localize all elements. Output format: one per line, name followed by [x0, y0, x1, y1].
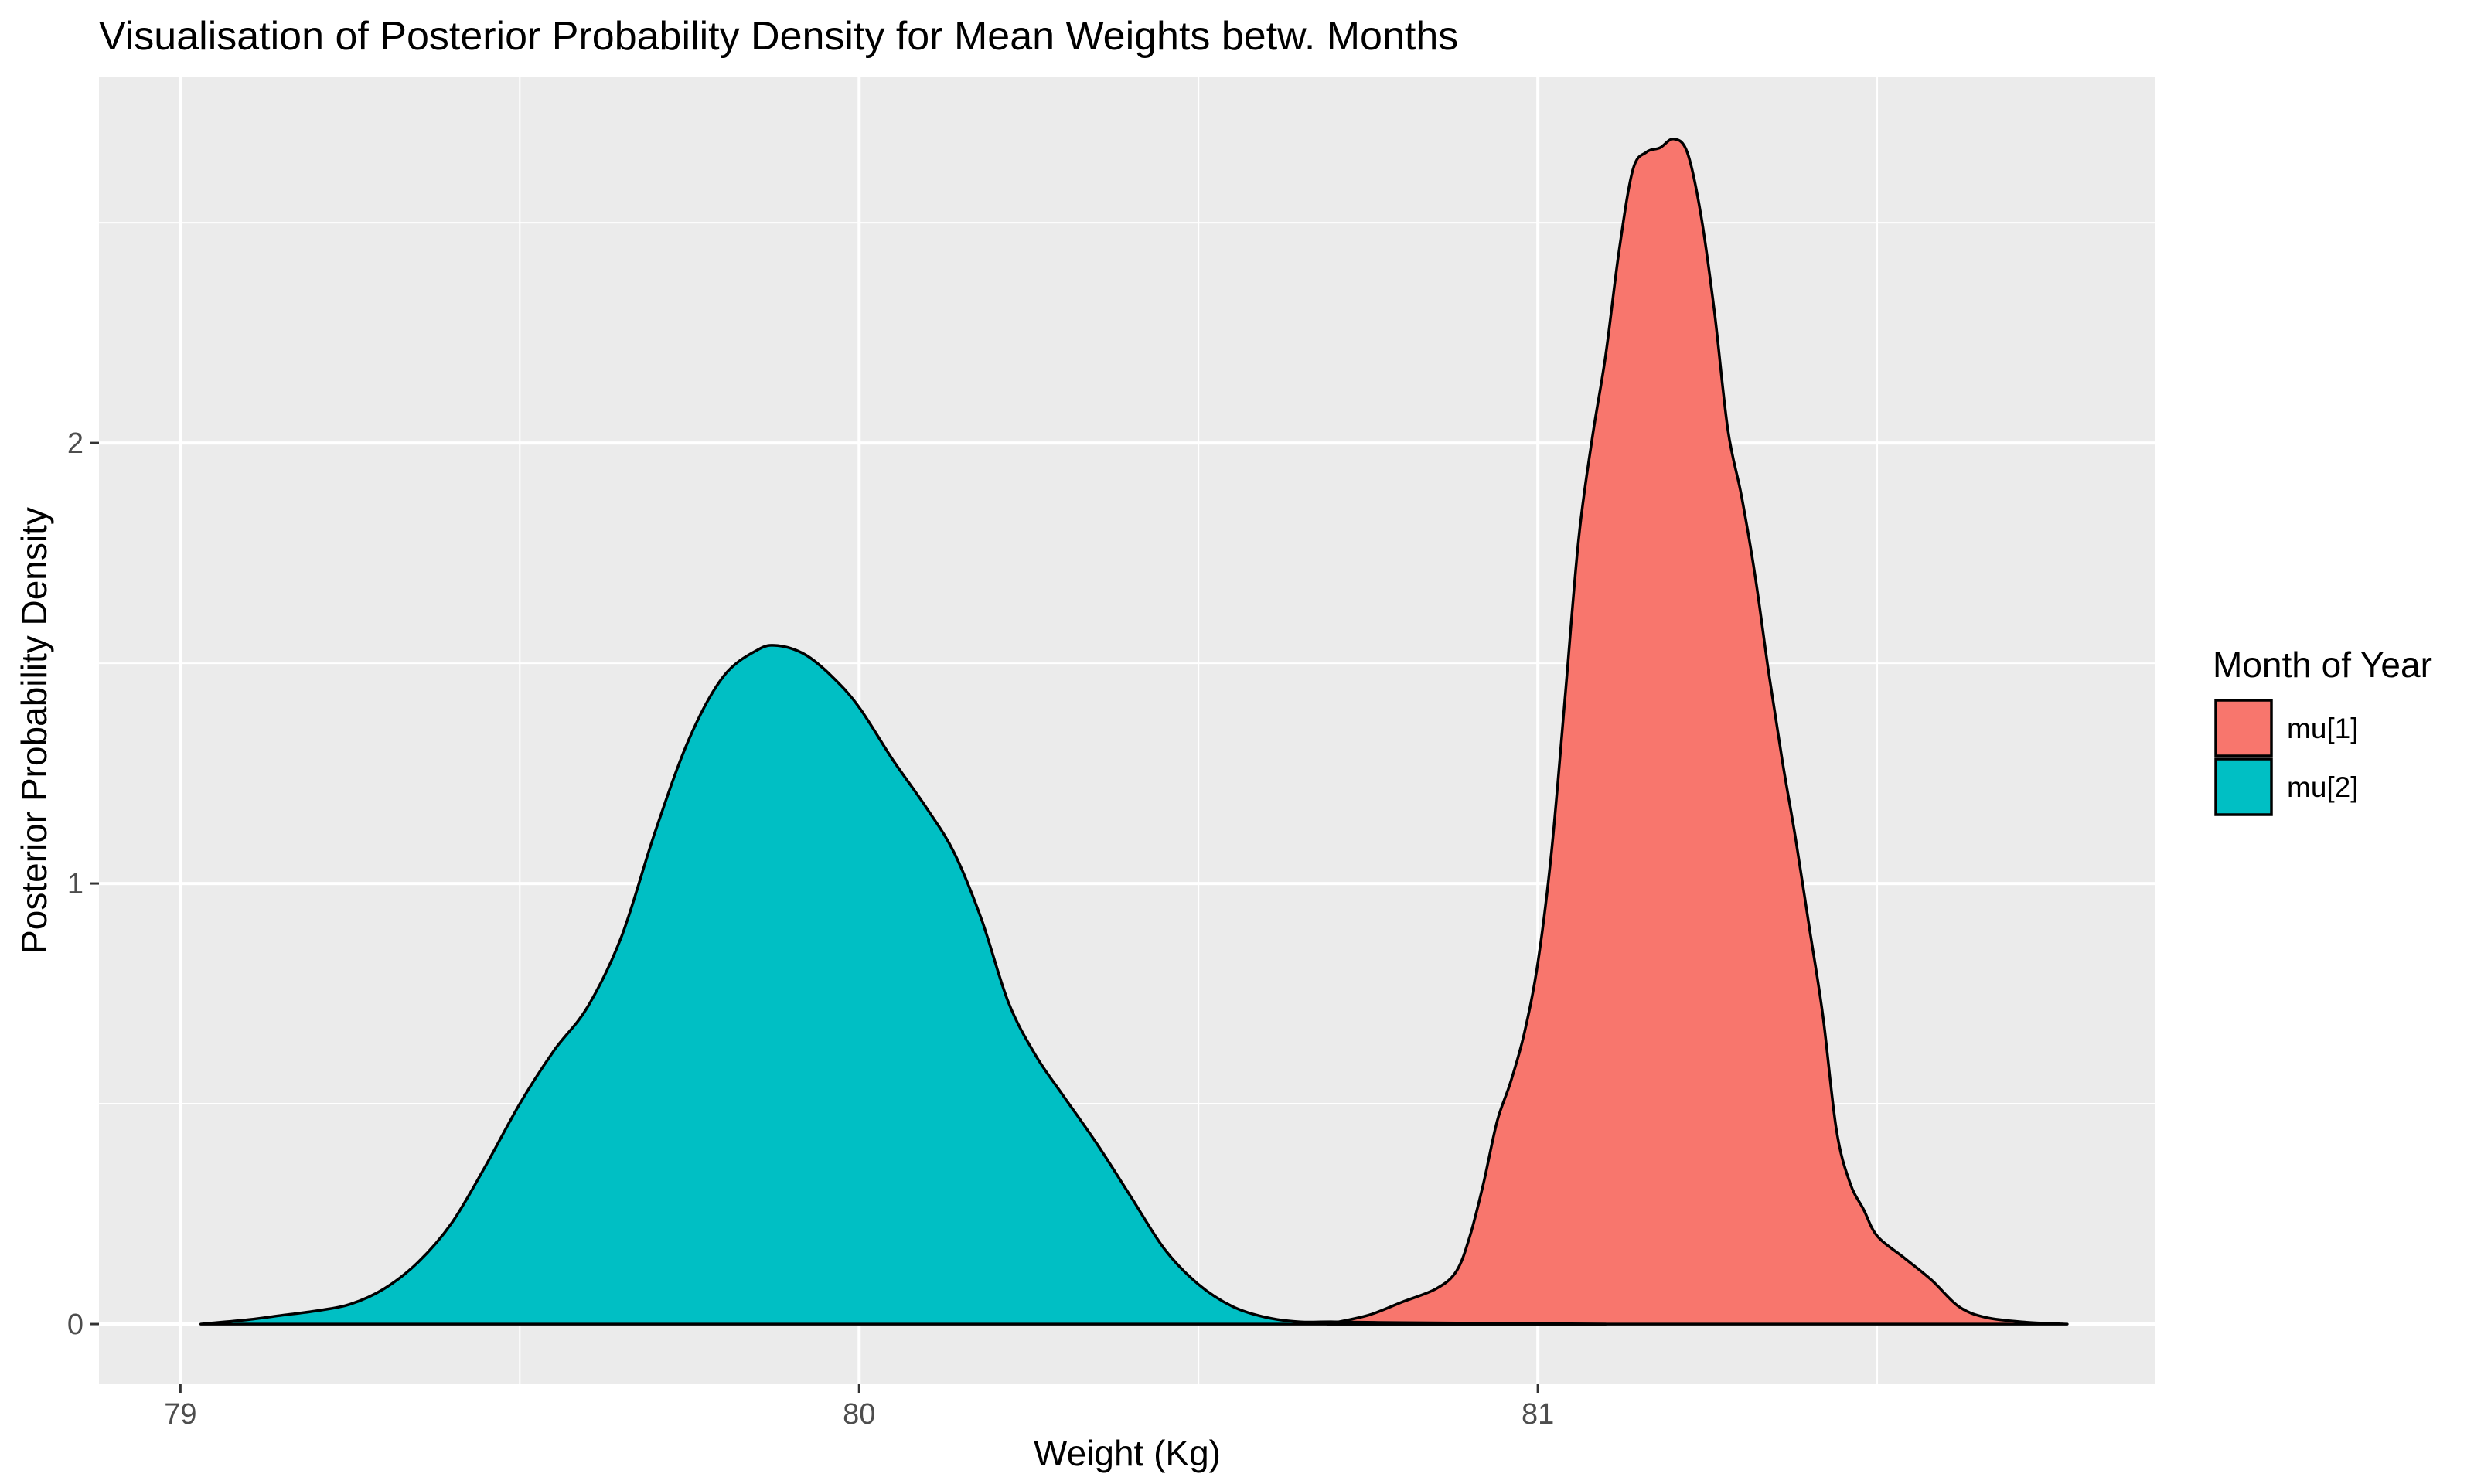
legend-key-1 [2214, 699, 2273, 757]
x-axis-ticks: 79 80 81 [164, 1384, 1554, 1431]
density-area-series-2 [199, 644, 1607, 1326]
minor-gridlines [99, 77, 2155, 1384]
y-tick-label: 1 [67, 868, 83, 900]
legend-label-2: mu[2] [2287, 771, 2359, 803]
legend-title: Month of Year [2213, 645, 2432, 685]
legend-items: mu[1] mu[2] [2214, 699, 2359, 816]
y-axis-title: Posterior Probability Density [14, 507, 54, 954]
legend-label-1: mu[1] [2287, 713, 2359, 744]
y-axis-ticks: 0 1 2 [67, 427, 99, 1341]
x-tick-label: 81 [1522, 1398, 1554, 1431]
x-tick-label: 79 [164, 1398, 196, 1431]
x-tick-label: 80 [843, 1398, 875, 1431]
density-areas [199, 138, 2069, 1326]
y-tick-label: 0 [67, 1309, 83, 1341]
density-area-series-1 [1326, 138, 2069, 1326]
y-tick-label: 2 [67, 427, 83, 460]
legend: Month of Year mu[1] mu[2] [2213, 645, 2432, 816]
x-axis-title: Weight (Kg) [1034, 1433, 1221, 1473]
legend-key-2 [2214, 757, 2273, 816]
chart-title: Visualisation of Posterior Probability D… [99, 14, 1458, 59]
